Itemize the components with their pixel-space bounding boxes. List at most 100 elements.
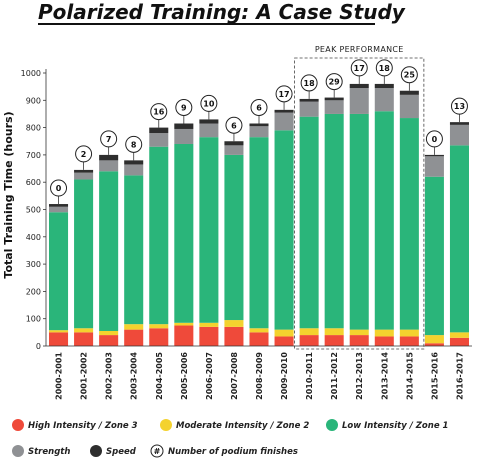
bar-segment [124, 175, 144, 325]
peak-performance-label: PEAK PERFORMANCE [315, 45, 404, 54]
y-tick-label: 800 [26, 124, 41, 133]
podium-count: 13 [454, 102, 465, 111]
bar-segment [74, 332, 94, 346]
podium-count: 7 [106, 135, 112, 144]
bar-segment [174, 322, 194, 326]
bar-stack [124, 160, 144, 346]
bar-segment [124, 324, 144, 330]
x-tick-label: 2001-2002 [80, 352, 89, 400]
bar-segment [374, 88, 394, 112]
bar-stack [174, 123, 194, 346]
podium-circle [225, 116, 243, 134]
bar-segment [299, 98, 319, 102]
bar-stack [274, 109, 294, 346]
y-tick-label: 0 [36, 342, 41, 351]
y-tick-label: 500 [26, 206, 41, 215]
y-tick-label: 200 [26, 287, 41, 296]
bar-stack [224, 141, 244, 346]
podium-circle [400, 66, 418, 84]
podium-circle [275, 85, 293, 103]
legend-podium-symbol-text: # [154, 447, 161, 456]
podium-markers: 0 2 7 8 16 9 10 6 6 17 18 29 17 18 25 0 13 [50, 59, 468, 205]
podium-count: 2 [81, 150, 87, 159]
legend-swatch [160, 419, 172, 431]
podium-count: 6 [231, 121, 237, 130]
podium-count: 29 [329, 78, 341, 87]
bar-segment [324, 113, 344, 329]
bar-segment [99, 154, 119, 161]
bar-stack [349, 83, 369, 346]
legend-podium-symbol [150, 444, 164, 458]
bar-segment [199, 322, 219, 327]
bar-stack [99, 154, 119, 346]
podium-count: 18 [379, 64, 391, 73]
bar-segment [424, 343, 444, 346]
y-tick-label: 900 [26, 96, 41, 105]
y-axis-label: Total Training Time (hours) [2, 111, 15, 278]
x-tick-label: 2003-2004 [130, 352, 139, 400]
bar-segment [249, 332, 269, 346]
x-tick-label: 2002-2003 [105, 352, 114, 400]
legend-swatch [12, 419, 24, 431]
bar-segment [349, 329, 369, 336]
legend-label: Speed [106, 447, 137, 457]
bar-segment [74, 169, 94, 173]
podium-count: 0 [432, 135, 438, 144]
bar-segment [149, 146, 169, 325]
bar-segment [299, 328, 319, 336]
podium-count: 9 [181, 104, 187, 113]
bar-segment [374, 336, 394, 346]
x-tick-label: 2013-2014 [380, 352, 389, 400]
bar-segment [274, 336, 294, 346]
legend-item: Moderate Intensity / Zone 2 [160, 419, 309, 431]
bar-segment [399, 94, 419, 119]
legend-label: Moderate Intensity / Zone 2 [176, 421, 309, 431]
bar-stack [74, 169, 94, 346]
bar-segment [424, 156, 444, 177]
bar-segment [324, 335, 344, 346]
podium-count: 8 [131, 140, 137, 149]
podium-count: 0 [56, 184, 62, 193]
bar-segment [49, 212, 69, 331]
bar-segment [299, 116, 319, 329]
podium-count: 17 [354, 64, 365, 73]
x-axis: 2000-2001 2001-2002 2002-2003 2003-2004 2004… [46, 345, 472, 400]
x-tick-label: 2009-2010 [280, 352, 289, 400]
bar-segment [449, 145, 469, 333]
bar-segment [224, 154, 244, 321]
bar-segment [424, 335, 444, 344]
podium-count: 17 [278, 90, 289, 99]
legend-item-podium: # Number of podium finishes [150, 444, 298, 458]
bar-segment [99, 171, 119, 331]
bar-stack [249, 123, 269, 346]
bar-segment [149, 328, 169, 346]
legend: High Intensity / Zone 3 Moderate Intensit… [12, 419, 448, 458]
bar-segment [124, 160, 144, 165]
podium-circle [450, 97, 468, 115]
bar-stack [149, 127, 169, 346]
podium-circle [100, 130, 118, 148]
bar-segment [399, 90, 419, 95]
x-tick-label: 2006-2007 [205, 352, 214, 400]
bar-segment [424, 176, 444, 336]
legend-item: Strength [12, 445, 70, 457]
bar-segment [449, 332, 469, 338]
podium-circle [150, 103, 168, 121]
bar-stack [324, 97, 344, 346]
bar-segment [124, 164, 144, 176]
legend-item: Speed [90, 445, 137, 457]
podium-count: 18 [304, 79, 316, 88]
y-tick-label: 300 [26, 260, 41, 269]
bar-segment [199, 137, 219, 323]
bar-segment [174, 143, 194, 323]
bar-segment [224, 320, 244, 327]
bar-segment [424, 154, 444, 157]
bar-segment [349, 335, 369, 346]
x-tick-label: 2011-2012 [330, 352, 339, 400]
bar-segment [374, 329, 394, 337]
podium-circle [50, 179, 68, 197]
bar-stack [299, 98, 319, 346]
bar-segment [49, 332, 69, 346]
bar-segment [324, 328, 344, 336]
bar-segment [99, 160, 119, 172]
